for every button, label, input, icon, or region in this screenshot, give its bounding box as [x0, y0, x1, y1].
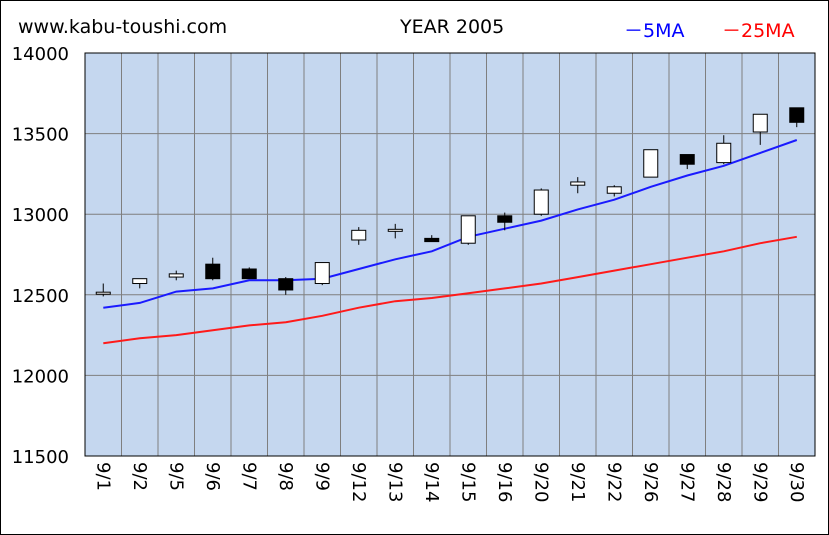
y-tick-label: 12500: [12, 286, 69, 307]
y-tick-label: 13000: [12, 205, 69, 226]
candle-body: [278, 278, 294, 291]
candle-body: [716, 142, 732, 164]
candle-body: [752, 113, 768, 133]
x-tick-label: 9/14: [421, 462, 442, 502]
x-tick-label: 9/7: [238, 462, 259, 491]
candle-body: [205, 263, 221, 280]
candle-body: [643, 149, 659, 178]
candle-body: [241, 268, 257, 280]
candle-body: [679, 154, 695, 165]
x-tick-label: 9/20: [530, 462, 551, 502]
candle-body: [314, 262, 330, 285]
x-tick-label: 9/30: [786, 462, 807, 502]
x-tick-label: 9/6: [202, 462, 223, 491]
x-tick-label: 9/5: [165, 462, 186, 491]
x-tick-label: 9/8: [275, 462, 296, 491]
x-tick-label: 9/15: [457, 462, 478, 502]
x-tick-label: 9/9: [311, 462, 332, 491]
chart-title: YEAR 2005: [400, 16, 505, 38]
legend-ma5: －5MA: [624, 20, 685, 42]
candle-body: [460, 215, 476, 244]
legend-ma25: －25MA: [722, 20, 795, 42]
x-tick-label: 9/2: [129, 462, 150, 491]
candle-body: [95, 291, 111, 295]
candle-body: [497, 215, 513, 223]
y-tick-label: 14000: [12, 44, 69, 65]
candle-body: [387, 228, 403, 232]
x-tick-label: 9/29: [749, 462, 770, 502]
x-tick-label: 9/26: [640, 462, 661, 502]
y-tick-label: 13500: [12, 125, 69, 146]
y-tick-label: 12000: [12, 366, 69, 387]
y-tick-label: 11500: [12, 447, 69, 468]
candle-body: [533, 189, 549, 215]
x-tick-label: 9/16: [494, 462, 515, 502]
x-tick-label: 9/13: [384, 462, 405, 502]
candle-body: [351, 229, 367, 241]
x-tick-label: 9/12: [348, 462, 369, 502]
candle-body: [168, 273, 184, 278]
ma-line-25ma: [103, 235, 797, 345]
candle-body: [424, 237, 440, 243]
x-tick-label: 9/28: [713, 462, 734, 502]
x-tick-label: 9/1: [92, 462, 113, 491]
x-tick-label: 9/22: [603, 462, 624, 502]
candle-body: [789, 107, 805, 123]
ma-line-5ma: [103, 139, 798, 309]
candle-body: [606, 186, 622, 194]
plot-border: [84, 52, 816, 457]
x-tick-label: 9/21: [567, 462, 588, 502]
candle-body: [132, 278, 148, 285]
x-tick-label: 9/27: [676, 462, 697, 502]
candle-body: [570, 181, 586, 186]
site-url: www.kabu-toushi.com: [18, 16, 228, 38]
